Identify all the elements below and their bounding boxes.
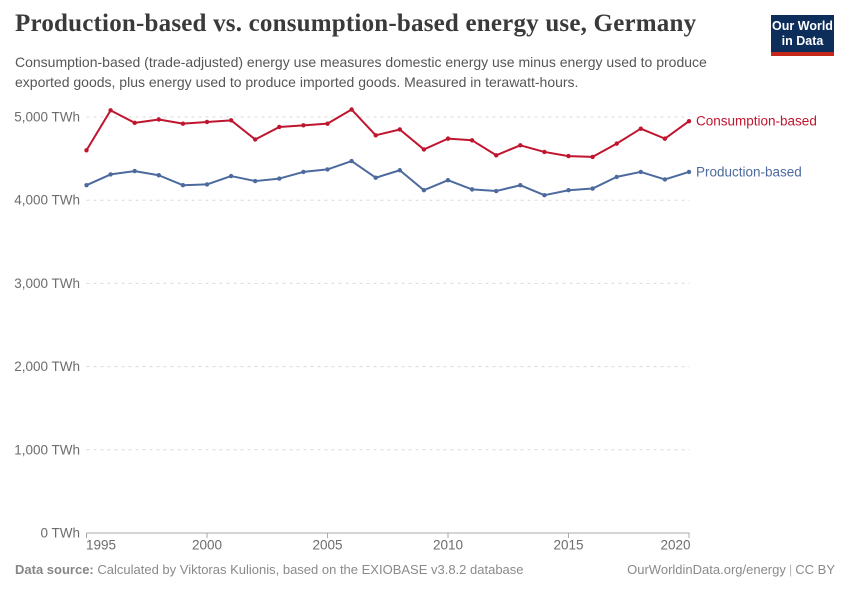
consumption-based-data-point — [228, 118, 234, 123]
owid-logo: Our World in Data — [771, 15, 834, 56]
consumption-based-data-point — [156, 117, 161, 122]
production-based-data-point — [204, 182, 210, 187]
consumption-based-data-point — [349, 107, 354, 112]
consumption-based-data-point — [445, 136, 451, 141]
series-label-consumption-based: Consumption-based — [696, 114, 817, 129]
production-based-data-point — [445, 178, 451, 183]
production-based-data-point — [397, 168, 402, 173]
consumption-based-data-point — [614, 141, 619, 146]
owid-logo-line1: Our World — [772, 19, 833, 33]
production-based-data-point — [301, 169, 306, 175]
production-based-data-point — [469, 187, 475, 192]
footer-separator: | — [788, 562, 793, 577]
production-based-data-point — [614, 174, 619, 180]
consumption-based-data-point — [277, 124, 282, 130]
consumption-based-data-point — [590, 154, 595, 160]
y-axis-tick-label: 5,000 TWh — [14, 110, 80, 125]
production-based-data-point — [108, 172, 113, 177]
production-based-data-point — [542, 193, 547, 198]
production-based-data-point — [132, 168, 137, 174]
y-axis-tick-label: 3,000 TWh — [14, 276, 80, 291]
consumption-based-data-point — [469, 138, 475, 143]
consumption-based-data-point — [397, 127, 402, 132]
series-label-production-based: Production-based — [696, 164, 802, 179]
y-axis-tick-label: 1,000 TWh — [14, 442, 80, 457]
footer-attribution: OurWorldinData.org/energy | CC BY — [627, 562, 835, 577]
x-axis-tick-label: 2000 — [192, 538, 222, 553]
production-based-data-point — [277, 176, 282, 181]
consumption-based-data-point — [180, 121, 186, 126]
consumption-based-data-point — [518, 143, 523, 148]
consumption-based-data-point — [204, 119, 210, 125]
x-axis-tick-label: 2005 — [312, 538, 342, 553]
production-based-data-point — [494, 188, 499, 194]
production-based-line — [85, 160, 690, 197]
production-based-data-point — [228, 173, 234, 179]
y-axis-tick-label: 4,000 TWh — [14, 193, 80, 208]
consumption-based-data-point — [325, 121, 330, 126]
consumption-based-data-point — [253, 137, 258, 142]
consumption-based-data-point — [566, 153, 571, 159]
production-based-data-point — [325, 167, 330, 172]
production-based-data-point — [518, 183, 523, 188]
consumption-based-line — [85, 108, 690, 158]
consumption-based-data-point — [301, 123, 306, 128]
production-based-data-point — [566, 188, 571, 193]
consumption-based-data-point — [84, 148, 89, 153]
production-based-data-point — [253, 178, 258, 184]
y-axis-tick-label: 0 TWh — [40, 526, 80, 541]
chart-footer: Data source: Calculated by Viktoras Kuli… — [15, 562, 835, 577]
consumption-based-data-point — [132, 120, 137, 126]
footer-site-url: OurWorldinData.org/energy — [627, 562, 786, 577]
chart-title: Production-based vs. consumption-based e… — [15, 10, 697, 37]
production-based-data-point — [662, 177, 668, 182]
x-axis-tick-label: 2010 — [433, 538, 463, 553]
x-axis-tick-label: 1995 — [86, 538, 116, 553]
production-based-data-point — [180, 183, 186, 188]
data-source-label: Data source: — [15, 562, 94, 577]
y-axis-tick-label: 2,000 TWh — [14, 359, 80, 374]
consumption-based-data-point — [686, 118, 692, 124]
x-axis-tick-label: 2015 — [553, 538, 583, 553]
data-source-text: Calculated by Viktoras Kulionis, based o… — [97, 562, 524, 577]
consumption-based-data-point — [662, 136, 668, 141]
production-based-data-point — [590, 186, 595, 191]
production-based-data-point — [84, 183, 89, 188]
production-based-data-point — [349, 158, 354, 164]
x-axis-tick-label: 2020 — [660, 538, 690, 553]
consumption-based-data-point — [494, 153, 499, 158]
chart-subtitle: Consumption-based (trade-adjusted) energ… — [15, 54, 707, 90]
data-source-note: Data source: Calculated by Viktoras Kuli… — [15, 562, 524, 577]
consumption-based-data-point — [108, 108, 113, 113]
consumption-based-data-point — [373, 133, 378, 138]
footer-license: CC BY — [795, 562, 835, 577]
owid-logo-line2: in Data — [781, 33, 824, 48]
consumption-based-data-point — [542, 149, 547, 155]
production-based-data-point — [686, 169, 692, 175]
production-based-data-point — [156, 173, 161, 178]
production-based-data-point — [421, 188, 427, 193]
production-based-data-point — [373, 175, 378, 180]
consumption-based-data-point — [421, 147, 427, 152]
production-based-data-point — [638, 169, 643, 175]
consumption-based-data-point — [638, 126, 643, 131]
